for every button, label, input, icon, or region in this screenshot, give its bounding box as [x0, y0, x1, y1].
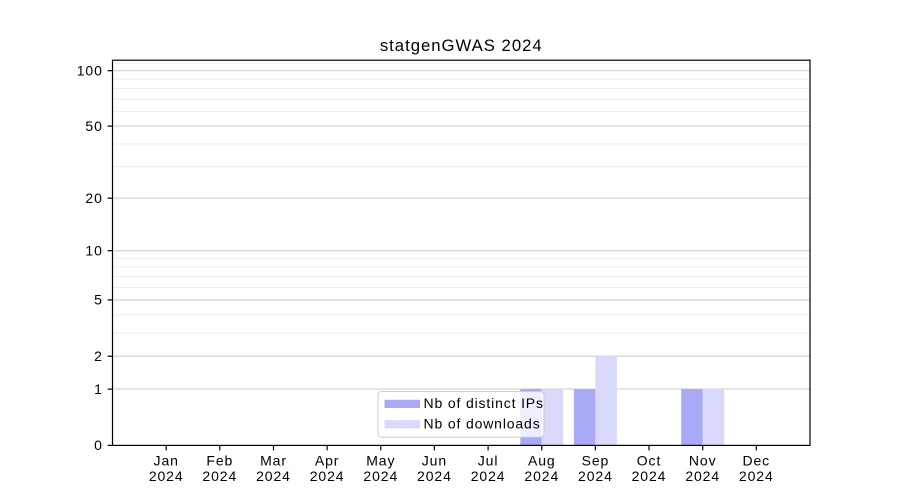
svg-text:2024: 2024: [202, 468, 237, 484]
svg-text:Nb of distinct IPs: Nb of distinct IPs: [424, 395, 544, 411]
svg-text:2024: 2024: [149, 468, 184, 484]
svg-text:2: 2: [94, 348, 103, 364]
svg-text:Feb: Feb: [206, 452, 233, 468]
svg-text:10: 10: [85, 242, 102, 258]
svg-text:Sep: Sep: [582, 452, 610, 468]
svg-text:5: 5: [94, 292, 103, 308]
svg-text:Oct: Oct: [637, 452, 661, 468]
svg-text:100: 100: [77, 62, 103, 78]
svg-text:2024: 2024: [524, 468, 559, 484]
svg-text:2024: 2024: [256, 468, 291, 484]
svg-text:Jul: Jul: [478, 452, 499, 468]
svg-text:1: 1: [94, 381, 103, 397]
svg-text:statgenGWAS 2024: statgenGWAS 2024: [380, 36, 543, 55]
svg-text:Nov: Nov: [689, 452, 717, 468]
svg-text:Apr: Apr: [315, 452, 340, 468]
svg-text:Jun: Jun: [422, 452, 447, 468]
svg-text:2024: 2024: [578, 468, 613, 484]
svg-text:20: 20: [85, 190, 102, 206]
svg-text:May: May: [366, 452, 395, 468]
svg-text:2024: 2024: [417, 468, 452, 484]
svg-text:2024: 2024: [739, 468, 774, 484]
svg-text:50: 50: [85, 118, 102, 134]
svg-text:0: 0: [94, 437, 103, 453]
svg-text:2024: 2024: [471, 468, 506, 484]
svg-text:2024: 2024: [363, 468, 398, 484]
svg-text:Nb of downloads: Nb of downloads: [424, 416, 541, 432]
svg-text:Jan: Jan: [154, 452, 179, 468]
svg-text:Aug: Aug: [528, 452, 556, 468]
svg-text:2024: 2024: [310, 468, 345, 484]
svg-text:2024: 2024: [632, 468, 667, 484]
svg-text:2024: 2024: [685, 468, 720, 484]
svg-text:Dec: Dec: [742, 452, 770, 468]
svg-text:Mar: Mar: [260, 452, 287, 468]
